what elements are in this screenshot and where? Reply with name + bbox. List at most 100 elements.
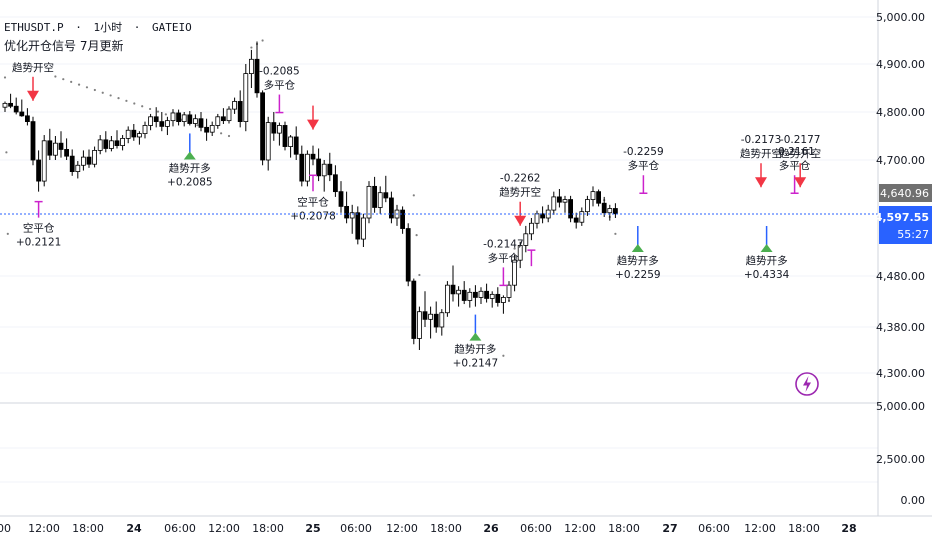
- trail-dot: [93, 88, 96, 92]
- time-tick-label: 18:00: [788, 522, 820, 535]
- prev-price-text: 4,640.96: [880, 187, 929, 200]
- time-tick-label: 18:00: [252, 522, 284, 535]
- trail-dot: [62, 78, 65, 81]
- time-tick-label: 25: [305, 522, 320, 535]
- candle-body: [58, 142, 64, 150]
- trade-signals: 趋势开空空平仓+0.2121趋势开多+0.2085多平仓-0.2085空平仓+0…: [12, 61, 821, 370]
- candle-body: [86, 156, 92, 165]
- candle-body: [41, 140, 47, 182]
- price-tick-label: 4,700.00: [876, 154, 925, 167]
- candle-body: [601, 202, 607, 214]
- time-tick-label: 18:00: [430, 522, 462, 535]
- candle-body: [209, 125, 215, 133]
- sub-pane-axis[interactable]: 5,000.00 2,500.00 0.00: [876, 400, 925, 507]
- candle-body: [109, 140, 114, 149]
- candle-body: [120, 137, 125, 146]
- trail-dot: [125, 99, 128, 102]
- candle-body: [220, 116, 226, 122]
- candle-body: [461, 289, 467, 301]
- candle-body: [472, 291, 478, 298]
- candle-body: [529, 222, 534, 235]
- time-tick-label: 12:00: [386, 522, 418, 535]
- close-long-label: 多平仓: [779, 159, 811, 172]
- candle-body: [254, 58, 260, 94]
- candle-body: [489, 293, 495, 299]
- price-axis[interactable]: 5,000.00 4,900.00 4,800.00 4,700.00 4,480.00…: [876, 11, 925, 380]
- candle-body: [260, 92, 266, 161]
- time-tick-label: 18:00: [72, 522, 104, 535]
- time-tick-label: 12:00: [564, 522, 596, 535]
- close-short-label: 空平仓: [297, 195, 329, 208]
- long-open-flag: [469, 332, 482, 341]
- candle-body: [8, 102, 14, 107]
- candle-body: [372, 185, 378, 208]
- candle-body: [142, 125, 148, 135]
- candle-body: [103, 139, 109, 149]
- price-tick-label: 5,000.00: [876, 11, 925, 24]
- close-long-value: -0.2259: [623, 146, 664, 158]
- trail-dot: [6, 232, 9, 235]
- time-tick-label: 24: [126, 522, 142, 535]
- candle-body: [265, 122, 271, 161]
- sub-tick-label: 5,000.00: [876, 400, 925, 413]
- long-open-flag: [631, 244, 644, 252]
- trail-dot: [196, 124, 199, 127]
- grid: [0, 16, 878, 483]
- candle-body: [327, 163, 333, 176]
- trail-dot: [502, 354, 505, 357]
- candle-body: [596, 191, 601, 204]
- candle-body: [349, 212, 355, 219]
- trail-dot: [415, 234, 418, 237]
- time-axis[interactable]: 00 12:00 18:00 24 06:00 12:00 18:00 25 06:00 12:0…: [0, 522, 857, 535]
- candle-body: [506, 284, 512, 298]
- candle-body: [198, 118, 204, 128]
- candle-body: [131, 129, 137, 138]
- candle-body: [613, 208, 618, 215]
- candle-body: [232, 101, 238, 110]
- close-short-value: +0.2078: [290, 210, 336, 222]
- exchange: GATEIO: [152, 21, 192, 34]
- long-open-value: +0.4334: [744, 269, 790, 281]
- trail-dot: [164, 113, 167, 116]
- long-open-value: +0.2259: [615, 269, 661, 281]
- separator-1: ·: [75, 21, 82, 34]
- candle-body: [433, 313, 439, 328]
- symbol-line[interactable]: ETHUSDT.P · 1小时 · GATEIO: [4, 21, 192, 34]
- trail-dot: [3, 76, 7, 79]
- indicator-name[interactable]: 优化开仓信号 7月更新: [4, 38, 123, 53]
- trail-dot: [117, 97, 120, 100]
- short-open-label: 趋势开空: [779, 147, 821, 160]
- candle-body: [428, 313, 434, 320]
- trail-dot: [5, 151, 8, 154]
- candle-body: [36, 159, 41, 182]
- last-price-bg: [879, 206, 932, 244]
- candle-body: [310, 153, 316, 160]
- separator-2: ·: [134, 21, 141, 34]
- candle-body: [271, 122, 277, 134]
- candle-body: [551, 196, 557, 211]
- candle-body: [495, 293, 501, 303]
- trail-dot: [141, 105, 144, 108]
- prev-price-label: 4,640.96: [879, 184, 932, 202]
- candle-body: [170, 112, 176, 122]
- candle-body: [75, 164, 81, 172]
- candle-body: [237, 101, 243, 123]
- candle-body: [383, 192, 389, 199]
- sub-tick-label: 2,500.00: [876, 453, 925, 466]
- lightning-alert-icon[interactable]: [795, 372, 819, 396]
- prev-price-bg: [879, 184, 932, 202]
- trail-dot: [77, 83, 81, 86]
- close-short-label: 空平仓: [23, 222, 55, 235]
- short-open-value: -0.2177: [780, 134, 821, 146]
- trail-dot: [418, 273, 421, 277]
- time-tick-label: 12:00: [208, 522, 240, 535]
- short-open-label: 趋势开空: [12, 61, 54, 74]
- long-open-label: 趋势开多: [454, 343, 496, 356]
- trail-dot: [412, 194, 415, 197]
- trail-dot: [109, 94, 112, 97]
- trail-dot: [148, 107, 152, 111]
- candle-body: [187, 114, 193, 124]
- long-open-value: +0.2147: [453, 358, 499, 370]
